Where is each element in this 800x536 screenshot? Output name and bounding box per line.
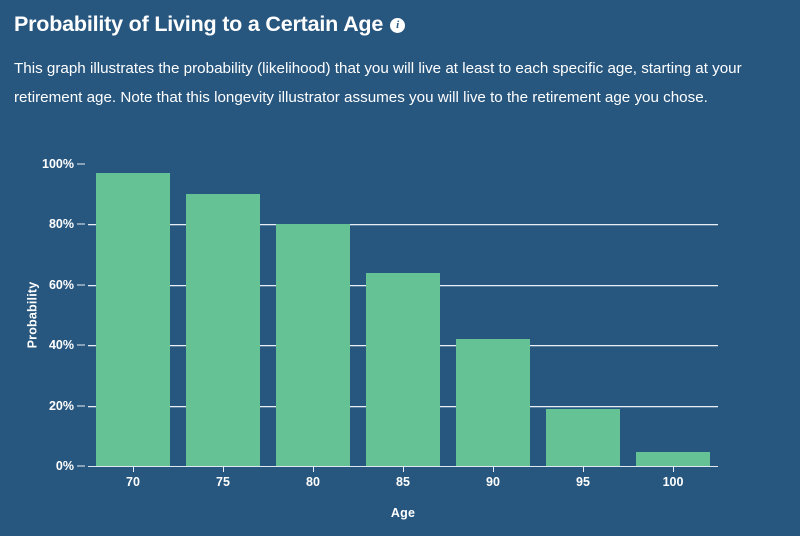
x-tick-label: 70 [126, 475, 140, 489]
x-tick-mark [132, 466, 134, 472]
y-tick-mark [77, 405, 85, 407]
page-title: Probability of Living to a Certain Age [14, 12, 384, 36]
x-tick-75: 75 [186, 466, 260, 489]
y-tick-mark [77, 465, 85, 467]
info-icon[interactable]: i [390, 18, 406, 33]
y-tick-mark [77, 163, 85, 165]
bar-age-90[interactable] [456, 339, 530, 466]
x-tick-label: 75 [216, 475, 230, 489]
y-axis-title: Probability [24, 164, 40, 466]
y-tick-mark [77, 223, 85, 225]
y-tick-label: 100% [42, 157, 74, 171]
x-tick-70: 70 [96, 466, 170, 489]
bar-series [88, 164, 718, 466]
x-tick-label: 90 [486, 475, 500, 489]
y-tick-label: 0% [55, 459, 74, 473]
x-axis-ticks: 70 75 80 85 90 95 100 [88, 466, 718, 506]
x-tick-90: 90 [456, 466, 530, 489]
y-axis-title-label: Probability [25, 281, 40, 349]
x-tick-mark [672, 466, 674, 472]
x-tick-95: 95 [546, 466, 620, 489]
bar-age-85[interactable] [366, 272, 440, 466]
x-tick-80: 80 [276, 466, 350, 489]
x-tick-mark [402, 466, 404, 472]
bar-age-70[interactable] [96, 173, 170, 466]
chart-area: Probability 0% 20% 40% 60% 80% 100% 70 75 80 85 9… [0, 148, 800, 536]
bar-age-95[interactable] [546, 408, 620, 466]
y-tick-label: 60% [48, 277, 74, 292]
y-tick-label: 80% [48, 217, 74, 232]
x-axis-title: Age [390, 506, 416, 520]
plot-region: 0% 20% 40% 60% 80% 100% [42, 157, 718, 473]
x-tick-100: 100 [636, 466, 710, 489]
x-tick-mark [222, 466, 224, 472]
x-tick-label: 80 [306, 475, 320, 489]
x-tick-label: 100 [662, 475, 684, 489]
y-tick-mark [77, 344, 85, 346]
x-tick-label: 95 [576, 475, 590, 489]
header: Probability of Living to a Certain Age i [14, 10, 786, 38]
y-tick-label: 20% [48, 398, 74, 413]
gridline-80 [88, 224, 718, 226]
x-tick-mark [492, 466, 494, 472]
chart-description: This graph illustrates the probability (… [14, 60, 742, 106]
bar-age-75[interactable] [186, 194, 260, 466]
x-tick-label: 85 [396, 475, 410, 489]
x-tick-mark [312, 466, 314, 472]
bar-age-100[interactable] [636, 452, 710, 466]
x-tick-85: 85 [366, 466, 440, 489]
x-tick-mark [582, 466, 584, 472]
bar-age-80[interactable] [276, 224, 350, 466]
y-tick-mark [77, 284, 85, 286]
y-tick-label: 40% [48, 338, 74, 353]
